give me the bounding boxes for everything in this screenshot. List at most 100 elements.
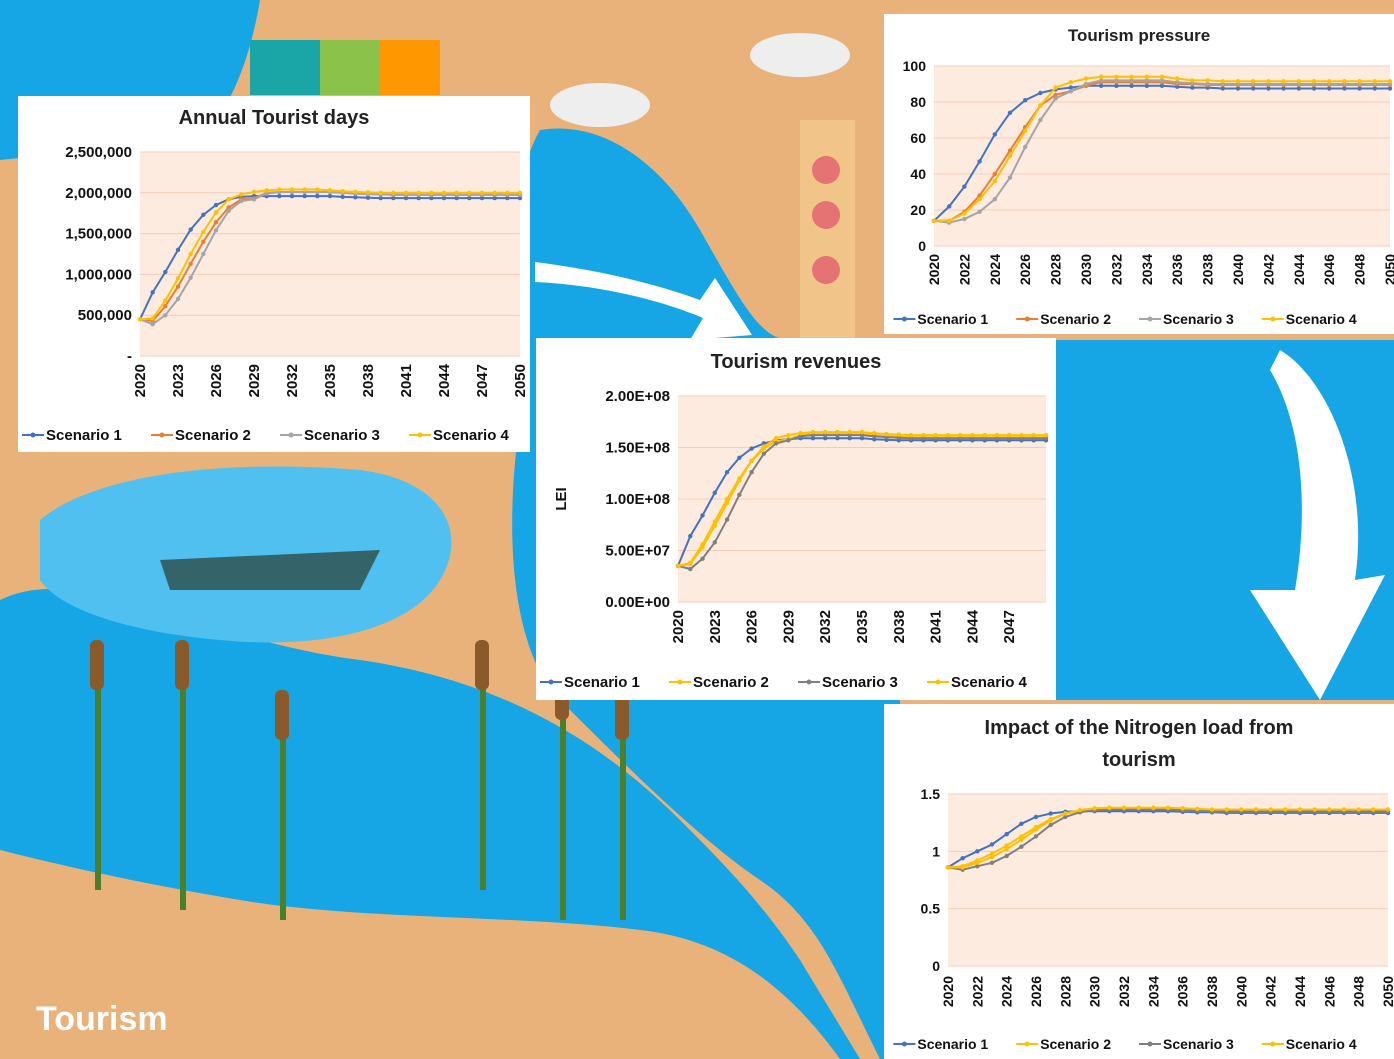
data-point — [823, 429, 828, 435]
data-point — [353, 195, 358, 200]
data-point — [226, 208, 231, 213]
data-point — [989, 851, 995, 856]
data-point — [688, 533, 693, 539]
data-point — [975, 849, 980, 854]
data-point — [994, 432, 1000, 438]
data-point — [1114, 78, 1119, 83]
data-point — [1251, 79, 1256, 84]
data-point — [492, 190, 497, 195]
legend-item: Scenario 1 — [22, 427, 122, 444]
chart-nitrogen-impact-svg: Impact of the Nitrogen load from tourism 0… — [893, 717, 1394, 1052]
data-point — [201, 251, 206, 257]
data-point — [416, 190, 421, 195]
y-tick-label: 20 — [910, 202, 926, 218]
data-point — [467, 190, 472, 195]
data-point — [1159, 83, 1165, 89]
data-point — [688, 566, 693, 572]
data-point — [896, 432, 901, 437]
legend-marker — [1147, 316, 1153, 322]
data-point — [977, 197, 982, 202]
data-point — [1068, 80, 1073, 85]
legend-item: Scenario 1 — [893, 311, 988, 327]
y-tick-label: 100 — [903, 58, 927, 74]
data-point — [188, 261, 193, 266]
data-point — [213, 202, 219, 208]
legend-item: Scenario 2 — [151, 427, 251, 444]
y-tick-label: 40 — [910, 166, 926, 182]
data-point — [1023, 128, 1028, 133]
x-tick-label: 2042 — [1263, 976, 1279, 1007]
data-point — [992, 197, 997, 202]
data-point — [761, 441, 767, 446]
data-point — [1297, 807, 1303, 812]
data-point — [1129, 74, 1134, 79]
legend-item: Scenario 2 — [1016, 1036, 1111, 1052]
data-point — [835, 436, 840, 441]
data-point — [1144, 78, 1149, 83]
y-tick-label: 0.00E+00 — [605, 594, 670, 611]
data-point — [1371, 807, 1376, 812]
legend-item: Scenario 4 — [1261, 311, 1357, 327]
x-tick-label: 2032 — [284, 364, 301, 397]
data-point — [517, 195, 523, 201]
data-point — [1387, 86, 1393, 91]
data-point — [1083, 81, 1089, 87]
data-point — [1129, 83, 1134, 89]
data-point — [378, 195, 383, 201]
x-tick-label: 2050 — [512, 364, 529, 397]
x-tick-label: 2020 — [670, 610, 687, 643]
data-point — [1004, 831, 1009, 837]
data-point — [810, 429, 816, 435]
data-point — [957, 436, 963, 441]
data-point — [872, 437, 877, 442]
data-point — [1136, 805, 1141, 810]
data-point — [977, 209, 982, 214]
data-point — [340, 188, 345, 194]
data-point — [992, 132, 997, 137]
data-point — [712, 490, 717, 496]
boat-icon — [160, 550, 380, 590]
data-point — [933, 432, 938, 438]
data-point — [175, 284, 181, 289]
data-point — [724, 500, 730, 506]
data-point — [201, 239, 206, 244]
data-point — [1077, 807, 1083, 813]
data-point — [1341, 807, 1347, 812]
data-point — [163, 298, 168, 303]
data-point — [975, 864, 980, 869]
data-point — [264, 188, 269, 193]
data-point — [1151, 805, 1156, 810]
data-point — [1387, 79, 1393, 84]
y-axis-label: LEI — [553, 487, 570, 510]
data-point — [1053, 96, 1058, 101]
data-point — [761, 444, 767, 449]
data-point — [1099, 78, 1104, 83]
x-tick-label: 2035 — [322, 364, 339, 397]
data-point — [773, 436, 779, 441]
data-point — [975, 860, 980, 865]
data-point — [226, 205, 231, 210]
data-point — [239, 192, 244, 197]
data-point — [1266, 86, 1271, 91]
data-point — [289, 193, 295, 199]
data-point — [1327, 79, 1332, 84]
data-point — [1107, 805, 1112, 810]
data-point — [872, 430, 877, 436]
data-point — [1312, 807, 1317, 812]
legend-label: Scenario 3 — [1163, 311, 1234, 327]
data-point — [1235, 86, 1241, 91]
legend-item: Scenario 1 — [540, 674, 640, 691]
data-point — [761, 451, 767, 456]
data-point — [429, 195, 434, 201]
data-point — [1019, 844, 1024, 849]
data-point — [213, 210, 219, 215]
data-point — [847, 432, 852, 438]
data-point — [213, 228, 219, 233]
data-point — [264, 191, 269, 196]
data-point — [1327, 86, 1332, 91]
data-point — [1159, 78, 1165, 83]
data-point — [989, 842, 995, 847]
data-point — [749, 470, 754, 475]
x-tick-label: 2030 — [1078, 254, 1094, 285]
legend-marker — [901, 316, 907, 322]
